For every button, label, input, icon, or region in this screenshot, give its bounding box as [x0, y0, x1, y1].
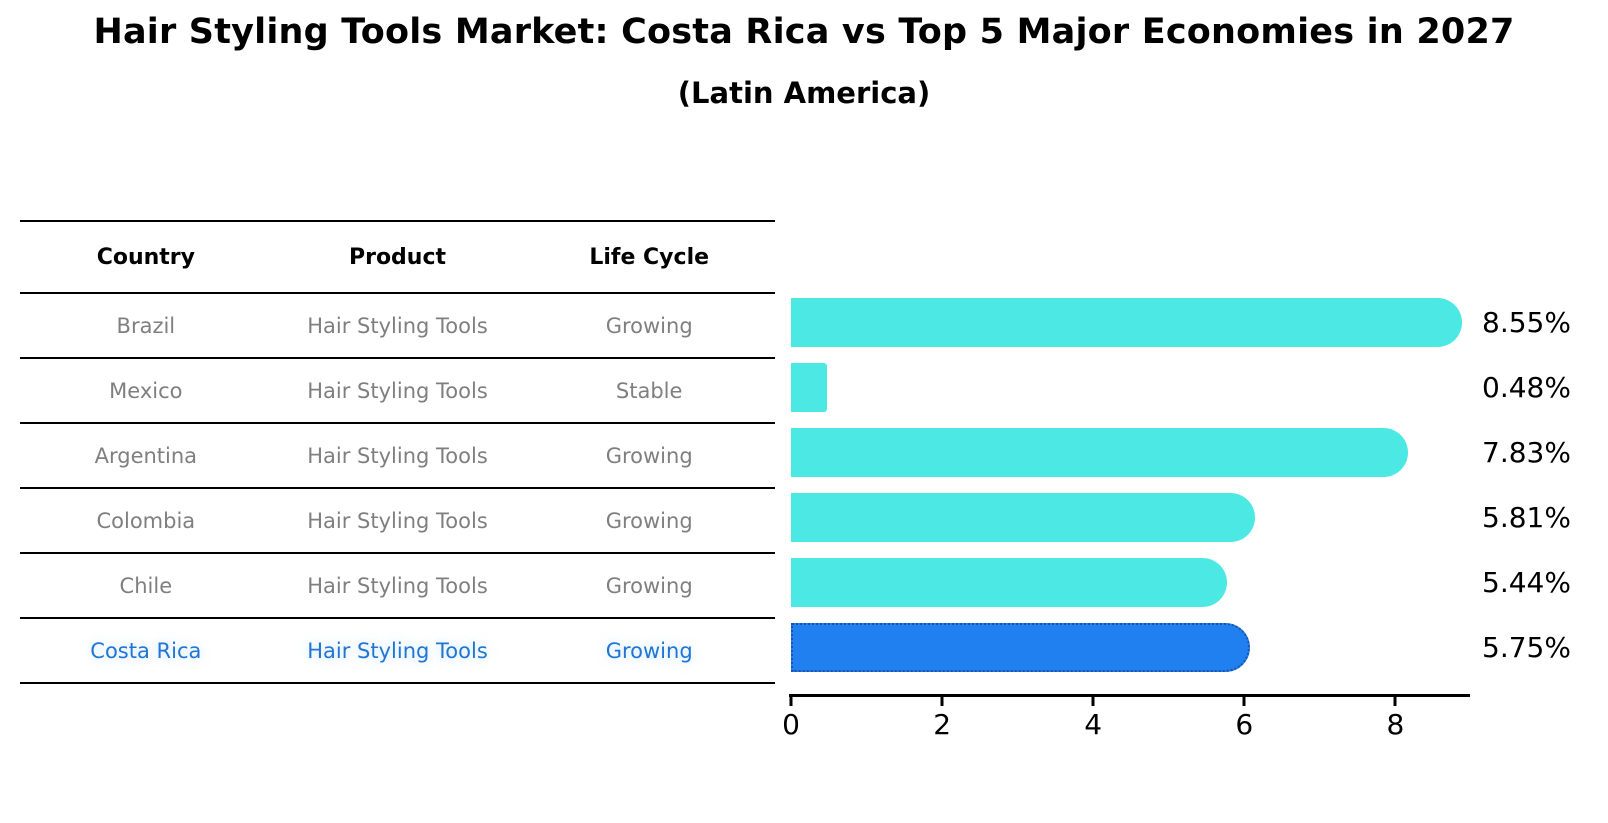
- x-tick-mark: [940, 697, 944, 706]
- table-row-argentina: Argentina Hair Styling Tools Growing: [20, 424, 775, 489]
- country-cell: Brazil: [116, 313, 176, 338]
- product-cell: Hair Styling Tools: [307, 378, 488, 403]
- value-label-brazil: 8.55%: [1482, 306, 1571, 339]
- column-header-life-cycle: Life Cycle: [589, 244, 710, 270]
- chart-subtitle: (Latin America): [677, 76, 931, 110]
- table-header-row: Country Product Life Cycle: [20, 220, 775, 294]
- country-cell: Colombia: [96, 508, 196, 533]
- table-row-costa-rica: Costa Rica Hair Styling Tools Growing: [20, 619, 775, 684]
- bar-chile: [791, 558, 1228, 607]
- x-axis-ticks: 0 2 4 6 8: [782, 694, 1471, 754]
- product-cell: Hair Styling Tools: [307, 313, 488, 338]
- table-row-chile: Chile Hair Styling Tools Growing: [20, 554, 775, 619]
- x-axis-line: [789, 694, 1470, 697]
- life-cycle-cell: Growing: [605, 508, 693, 533]
- bar-chart: [791, 290, 1471, 680]
- bar-mexico: [791, 363, 828, 412]
- table-row-brazil: Brazil Hair Styling Tools Growing: [20, 294, 775, 359]
- life-cycle-cell: Growing: [605, 573, 693, 598]
- country-cell: Argentina: [94, 443, 198, 468]
- value-label-mexico: 0.48%: [1482, 371, 1571, 404]
- bar-brazil: [791, 298, 1462, 347]
- x-tick-label: 2: [933, 708, 952, 741]
- life-cycle-cell: Stable: [615, 378, 683, 403]
- x-tick-label: 4: [1084, 708, 1103, 741]
- x-tick-label: 8: [1386, 708, 1405, 741]
- x-tick-mark: [1393, 697, 1397, 706]
- bar-argentina: [791, 428, 1408, 477]
- column-header-product: Product: [348, 244, 447, 270]
- x-tick-mark: [789, 697, 793, 706]
- product-cell: Hair Styling Tools: [307, 508, 488, 533]
- x-tick-mark: [1242, 697, 1246, 706]
- life-cycle-cell: Growing: [605, 638, 693, 663]
- value-label-costa-rica: 5.75%: [1482, 631, 1571, 664]
- x-tick-label: 0: [782, 708, 800, 741]
- data-table: Country Product Life Cycle Brazil Hair S…: [20, 220, 775, 684]
- x-tick-label: 6: [1235, 708, 1254, 741]
- table-row-colombia: Colombia Hair Styling Tools Growing: [20, 489, 775, 554]
- bar-costa-rica: [791, 623, 1251, 672]
- column-header-country: Country: [96, 244, 195, 270]
- life-cycle-cell: Growing: [605, 313, 693, 338]
- country-cell: Mexico: [109, 378, 183, 403]
- x-tick-mark: [1091, 697, 1095, 706]
- value-label-argentina: 7.83%: [1482, 436, 1571, 469]
- bar-value-labels: 8.55% 0.48% 7.83% 5.81% 5.44% 5.75%: [1482, 290, 1608, 680]
- value-label-colombia: 5.81%: [1482, 501, 1571, 534]
- bar-colombia: [791, 493, 1255, 542]
- country-cell: Costa Rica: [90, 638, 202, 663]
- product-cell: Hair Styling Tools: [307, 443, 488, 468]
- value-label-chile: 5.44%: [1482, 566, 1571, 599]
- chart-title: Hair Styling Tools Market: Costa Rica vs…: [93, 12, 1515, 52]
- life-cycle-cell: Growing: [605, 443, 693, 468]
- product-cell: Hair Styling Tools: [307, 638, 488, 663]
- country-cell: Chile: [119, 573, 173, 598]
- table-row-mexico: Mexico Hair Styling Tools Stable: [20, 359, 775, 424]
- product-cell: Hair Styling Tools: [307, 573, 488, 598]
